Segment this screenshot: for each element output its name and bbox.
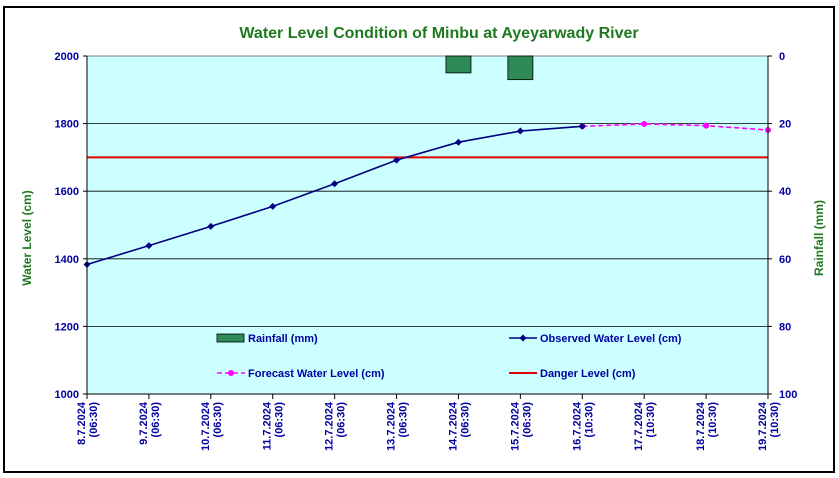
y-axis-right-label: Rainfall (mm) — [812, 200, 826, 276]
x-tick-time: (10:30) — [583, 402, 595, 438]
observed-point — [269, 202, 277, 210]
x-tick-label: 17.7.2024(10:30) — [633, 401, 657, 451]
x-tick-date: 9.7.2024 — [138, 401, 150, 445]
legend-observed-marker — [519, 334, 527, 342]
y-right-tick-label: 40 — [779, 186, 791, 198]
x-tick-time: (06:30) — [274, 402, 286, 438]
rainfall-bar — [507, 55, 534, 81]
x-tick-date: 14.7.2024 — [447, 401, 459, 451]
x-tick-time: (10:30) — [645, 402, 657, 438]
legend-rainfall-swatch — [216, 333, 245, 343]
x-tick-date: 8.7.2024 — [76, 401, 88, 445]
x-tick-label: 19.7.2024(10:30) — [757, 401, 781, 451]
y-right-tick-label: 20 — [779, 119, 791, 131]
rainfall-bars — [445, 55, 534, 81]
y-axis-left-label: Water Level (cm) — [20, 190, 34, 286]
x-tick-label: 8.7.2024(06:30) — [76, 401, 100, 445]
observed-point — [578, 122, 586, 130]
legend-label: Observed Water Level (cm) — [540, 333, 682, 345]
forecast-line — [582, 123, 769, 131]
legend-label: Danger Level (cm) — [540, 368, 636, 380]
y-left-tick-label: 1400 — [55, 254, 79, 266]
observed-point — [393, 156, 401, 164]
x-tick-time: (10:30) — [707, 402, 719, 438]
observed-point — [207, 222, 215, 230]
x-tick-date: 12.7.2024 — [324, 401, 336, 451]
x-tick-date: 10.7.2024 — [200, 401, 212, 451]
x-tick-time: (06:30) — [88, 402, 100, 438]
rainfall-bar — [445, 55, 472, 74]
y-left-tick-label: 1000 — [55, 389, 79, 401]
plot-area — [86, 55, 769, 395]
observed-point — [331, 180, 339, 188]
y-left-tick-label: 1800 — [55, 119, 79, 131]
x-tick-label: 12.7.2024(06:30) — [324, 401, 348, 451]
observed-point — [454, 138, 462, 146]
x-tick-label: 13.7.2024(06:30) — [386, 401, 410, 451]
x-tick-date: 13.7.2024 — [386, 401, 398, 451]
forecast-point — [641, 120, 648, 127]
y-right-tick-label: 0 — [779, 51, 785, 63]
y-left-tick-label: 1200 — [55, 321, 79, 333]
x-ticks: 8.7.2024(06:30) 9.7.2024(06:30) 10.7.2024(… — [76, 394, 781, 451]
x-tick-time: (06:30) — [459, 402, 471, 438]
right-y-ticks: 0 20 40 60 80 100 — [768, 51, 797, 401]
observed-point — [145, 242, 153, 250]
x-tick-date: 19.7.2024 — [757, 401, 769, 451]
legend-label: Forecast Water Level (cm) — [248, 368, 385, 380]
left-y-ticks: 1000 1200 1400 1600 1800 2000 — [55, 51, 87, 401]
y-right-tick-label: 100 — [779, 389, 797, 401]
x-tick-date: 16.7.2024 — [571, 401, 583, 451]
x-tick-time: (06:30) — [336, 402, 348, 438]
x-tick-date: 11.7.2024 — [262, 401, 274, 450]
y-right-tick-label: 60 — [779, 254, 791, 266]
x-tick-time: (06:30) — [398, 402, 410, 438]
x-tick-label: 11.7.2024(06:30) — [262, 401, 286, 450]
x-tick-time: (10:30) — [769, 402, 781, 438]
x-tick-label: 15.7.2024(06:30) — [509, 401, 533, 451]
x-tick-date: 18.7.2024 — [695, 401, 707, 451]
x-tick-time: (06:30) — [150, 402, 162, 438]
y-left-tick-label: 2000 — [55, 51, 79, 63]
legend-label: Rainfall (mm) — [248, 333, 318, 345]
observed-series — [83, 122, 586, 269]
forecast-point — [703, 122, 710, 129]
x-tick-label: 14.7.2024(06:30) — [447, 401, 471, 451]
y-right-tick-label: 80 — [779, 321, 791, 333]
x-tick-label: 9.7.2024(06:30) — [138, 401, 162, 445]
x-tick-label: 16.7.2024(10:30) — [571, 401, 595, 451]
x-tick-time: (06:30) — [212, 402, 224, 438]
x-tick-date: 15.7.2024 — [509, 401, 521, 451]
legend: Rainfall (mm) Observed Water Level (cm) Fo… — [216, 333, 682, 380]
legend-forecast-marker — [228, 370, 234, 376]
axes — [86, 56, 769, 395]
x-tick-label: 10.7.2024(06:30) — [200, 401, 224, 451]
x-tick-date: 17.7.2024 — [633, 401, 645, 451]
y-left-tick-label: 1600 — [55, 186, 79, 198]
x-tick-time: (06:30) — [521, 402, 533, 438]
x-tick-label: 18.7.2024(10:30) — [695, 401, 719, 451]
chart-title: Water Level Condition of Minbu at Ayeyar… — [239, 25, 638, 42]
observed-point — [516, 127, 524, 135]
